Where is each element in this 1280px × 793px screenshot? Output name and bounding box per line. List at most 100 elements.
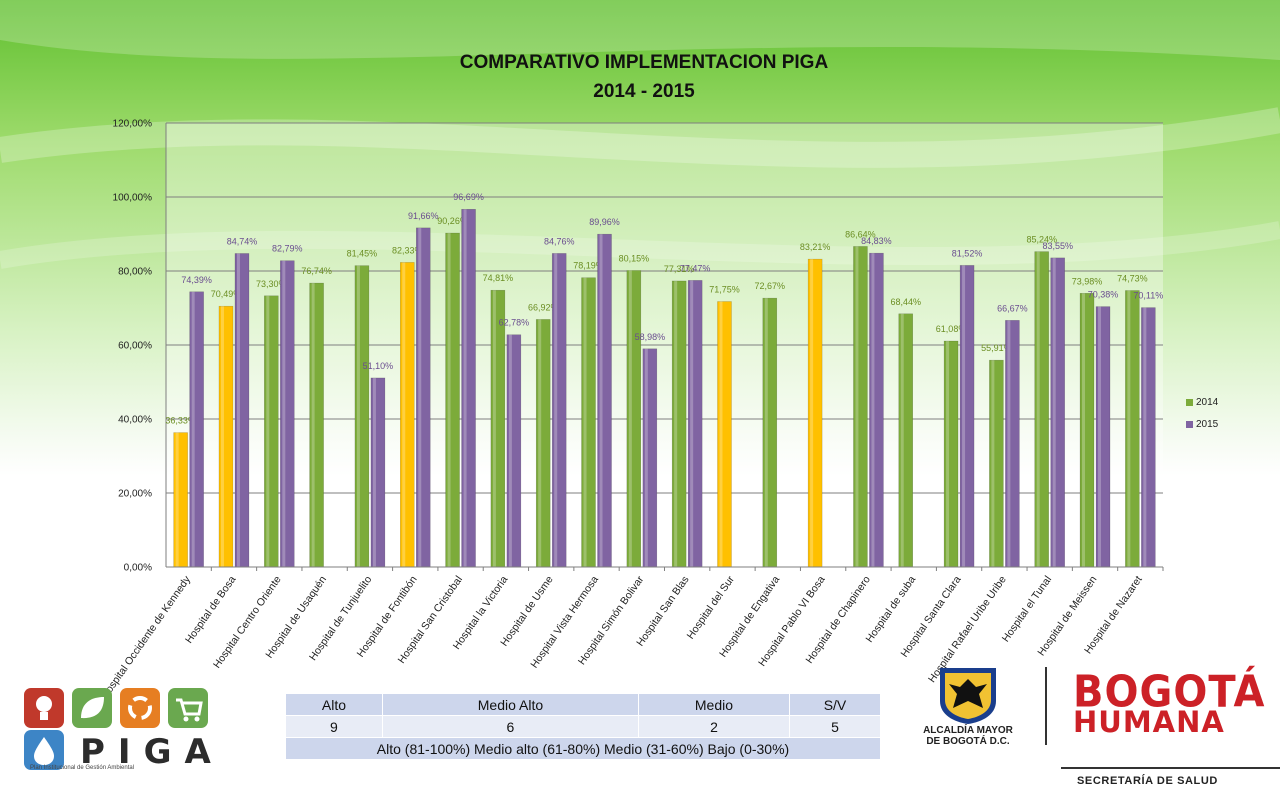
data-label-2015: 84,74%	[227, 236, 258, 246]
legend-item-2015: 2015	[1186, 419, 1218, 430]
bar-highlight	[855, 246, 859, 567]
data-label-2014: 66,92%	[528, 302, 559, 312]
data-label-2015: 58,98%	[635, 332, 666, 342]
summary-values-row: 9 6 2 5	[285, 715, 882, 738]
recycle-icon	[120, 688, 160, 728]
coat-of-arms-icon	[940, 668, 996, 724]
bar-highlight	[538, 319, 542, 567]
bar-highlight	[644, 348, 648, 567]
bar-highlight	[418, 227, 422, 567]
bar-highlight	[810, 259, 814, 567]
bar-highlight	[175, 432, 179, 567]
bar-highlight	[1052, 257, 1056, 567]
piga-logo: PIGA Plan Institucional de Gestión Ambie…	[24, 688, 214, 772]
piga-subtitle: Plan Institucional de Gestión Ambiental	[30, 765, 135, 771]
bar-highlight	[1143, 307, 1147, 567]
bar-highlight	[372, 377, 376, 567]
summary-value-sv: 5	[788, 715, 882, 738]
bar-highlight	[583, 277, 587, 567]
bar-highlight	[1082, 293, 1086, 567]
bar-highlight	[220, 306, 224, 567]
bar-highlight	[628, 270, 632, 567]
data-label-2014: 90,26%	[437, 216, 468, 226]
data-label-2014: 85,24%	[1026, 235, 1057, 245]
summary-header-alto: Alto	[285, 693, 383, 716]
summary-value-medio: 2	[637, 715, 790, 738]
bar-highlight	[191, 291, 195, 567]
data-label-2014: 76,74%	[301, 266, 332, 276]
data-label-2015: 84,76%	[544, 236, 575, 246]
legend-item-2014: 2014	[1186, 397, 1218, 408]
data-label-2014: 86,64%	[845, 229, 876, 239]
bar-highlight	[492, 290, 496, 567]
data-label-2014: 55,91%	[981, 343, 1012, 353]
bar-highlight	[554, 253, 558, 567]
bar-highlight	[311, 283, 315, 567]
bar-highlight	[690, 280, 694, 567]
data-label-2015: 83,55%	[1042, 241, 1073, 251]
legend-swatch-2014	[1186, 398, 1193, 406]
y-tick-label: 40,00%	[118, 415, 152, 426]
data-label-2014: 71,75%	[709, 285, 740, 295]
summary-header-medio-alto: Medio Alto	[381, 693, 639, 716]
data-label-2015: 70,38%	[1088, 290, 1119, 300]
data-label-2014: 81,45%	[347, 249, 378, 259]
data-label-2015: 91,66%	[408, 211, 439, 221]
bar-highlight	[508, 334, 512, 567]
footer-rule	[1061, 767, 1280, 769]
summary-header-sv: S/V	[788, 693, 882, 716]
data-label-2015: 66,67%	[997, 303, 1028, 313]
y-tick-label: 120,00%	[113, 119, 153, 130]
data-label-2015: 84,83%	[861, 236, 892, 246]
bar-highlight	[236, 253, 240, 567]
data-label-2014: 78,19%	[573, 261, 604, 271]
alcaldia-line1: ALCALDÍA MAYOR	[923, 725, 1013, 736]
bar-highlight	[356, 265, 360, 567]
leaf-icon	[72, 688, 112, 728]
y-tick-label: 60,00%	[118, 341, 152, 352]
alcaldia-text: ALCALDÍA MAYOR DE BOGOTÁ D.C.	[913, 725, 1023, 747]
summary-footnote: Alto (81-100%) Medio alto (61-80%) Medio…	[285, 737, 881, 760]
bar-highlight	[266, 295, 270, 567]
humana-wordmark: HUMANA	[1073, 705, 1225, 739]
y-tick-label: 0,00%	[124, 563, 152, 574]
bar-highlight	[1098, 306, 1102, 567]
chart-title: COMPARATIVO IMPLEMENTACION PIGA	[459, 52, 829, 73]
legend-label-2015: 2015	[1196, 419, 1219, 430]
summary-header-row: Alto Medio Alto Medio S/V	[285, 693, 882, 716]
bogota-wordmark: BOGOTÁ	[1073, 667, 1266, 718]
data-label-2014: 83,21%	[800, 242, 831, 252]
data-label-2015: 77,47%	[680, 263, 711, 273]
y-tick-label: 80,00%	[118, 267, 152, 278]
data-label-2015: 81,52%	[952, 248, 983, 258]
data-label-2014: 73,98%	[1072, 276, 1103, 286]
data-label-2014: 73,30%	[256, 279, 287, 289]
x-tick-label: Hospital de suba	[864, 574, 919, 645]
data-label-2015: 82,79%	[272, 244, 303, 254]
x-tick-label: Hospital Occidente de Kennedy	[99, 573, 194, 701]
x-tick-label: Hospital del Sur	[685, 573, 738, 641]
bar-highlight	[674, 280, 678, 567]
bar-highlight	[447, 233, 451, 567]
bar-highlight	[599, 234, 603, 567]
legend-swatch-2015	[1186, 420, 1193, 428]
bar-highlight	[719, 301, 723, 567]
data-label-2014: 74,81%	[483, 273, 514, 283]
data-label-2015: 74,39%	[181, 275, 212, 285]
summary-footnote-row: Alto (81-100%) Medio alto (61-80%) Medio…	[285, 737, 881, 760]
x-tick-label: Hospital el Tunal	[1000, 574, 1054, 644]
data-label-2014: 74,73%	[1117, 273, 1148, 283]
bar-highlight	[1036, 251, 1040, 567]
cart-icon	[168, 688, 208, 728]
data-label-2015: 70,11%	[1133, 291, 1163, 301]
bar-highlight	[991, 360, 995, 567]
bar-highlight	[282, 260, 286, 567]
y-tick-label: 100,00%	[113, 193, 153, 204]
data-label-2014: 80,15%	[619, 253, 650, 263]
summary-table: Alto Medio Alto Medio S/V 9 6 2 5 Alto (…	[285, 693, 882, 760]
data-label-2015: 51,10%	[363, 361, 394, 371]
bar-highlight	[764, 298, 768, 567]
chart-subtitle: 2014 - 2015	[593, 81, 695, 102]
logo-divider	[1045, 667, 1047, 745]
